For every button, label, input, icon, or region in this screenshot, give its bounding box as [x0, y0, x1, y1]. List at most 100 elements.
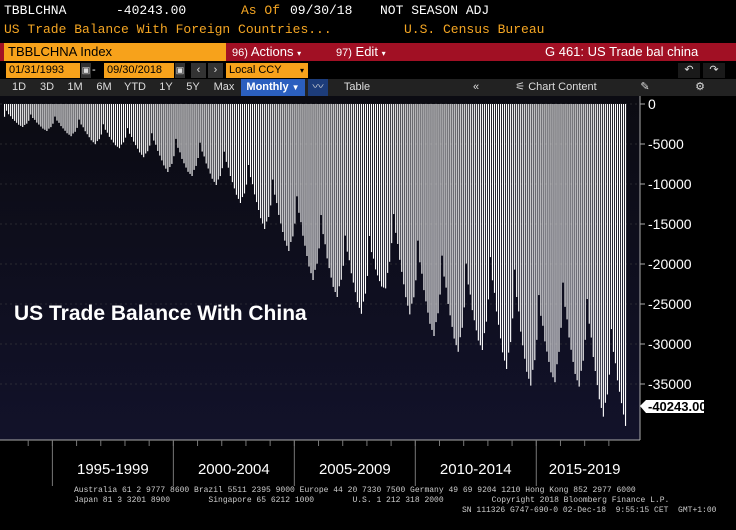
period-tab[interactable]: Max: [213, 81, 235, 93]
bar: [520, 104, 522, 332]
bar: [84, 104, 86, 132]
bar: [62, 104, 64, 129]
bar: [322, 104, 324, 235]
calendar-icon[interactable]: ▣: [175, 63, 185, 78]
bar: [68, 104, 70, 135]
line-chart-icon[interactable]: 〰: [308, 79, 328, 96]
bar: [485, 104, 487, 322]
bar: [308, 104, 310, 267]
bar: [614, 104, 617, 364]
y-tick-label: -25000: [648, 296, 692, 312]
bar: [163, 104, 165, 166]
period-tab[interactable]: 1D: [11, 81, 27, 93]
bar: [213, 104, 215, 182]
bar: [576, 104, 578, 381]
bar: [118, 104, 121, 149]
end-date-field[interactable]: 09/30/2018: [104, 63, 174, 78]
bar: [254, 104, 256, 195]
currency-select[interactable]: Local CCY ▾: [226, 63, 308, 78]
period-tab[interactable]: 3D: [39, 81, 55, 93]
period-tab[interactable]: 5Y: [186, 81, 200, 93]
bar: [477, 104, 479, 341]
calendar-icon[interactable]: ▣: [81, 63, 91, 78]
bar: [12, 104, 14, 119]
next-period-icon[interactable]: ›: [208, 63, 223, 78]
bar: [481, 104, 483, 350]
bar: [457, 104, 459, 352]
bar: [566, 104, 568, 320]
index-field[interactable]: TBBLCHNA Index: [4, 43, 226, 61]
bar: [596, 104, 598, 386]
bar: [435, 104, 437, 323]
bar: [294, 104, 296, 224]
bar: [197, 104, 199, 158]
bar: [282, 104, 284, 232]
bar: [499, 104, 502, 339]
frequency-select[interactable]: Monthly ▼: [241, 79, 305, 96]
bar: [586, 104, 588, 300]
chevron-down-icon: ▾: [297, 49, 302, 58]
bar: [155, 104, 157, 145]
bar: [292, 104, 294, 237]
chart-content-button[interactable]: ⚟ Chart Content: [506, 79, 606, 96]
bar: [427, 104, 429, 313]
bar: [227, 104, 229, 168]
bar: [372, 104, 375, 259]
bar: [264, 104, 266, 229]
chevron-down-icon: ▼: [291, 83, 300, 92]
bar: [526, 104, 528, 372]
bar: [411, 104, 413, 304]
prev-period-icon[interactable]: ‹: [191, 63, 206, 78]
bar: [310, 104, 312, 274]
table-button[interactable]: Table: [343, 81, 371, 93]
bar: [26, 104, 28, 124]
bar: [229, 104, 231, 176]
bar: [407, 104, 409, 306]
undo-icon[interactable]: ↶: [678, 63, 700, 78]
bar: [393, 104, 395, 215]
bar: [215, 104, 217, 185]
period-tab[interactable]: YTD: [124, 81, 146, 93]
period-tab[interactable]: 1Y: [159, 81, 173, 93]
bar: [350, 104, 352, 274]
x-group-label: 2000-2004: [198, 461, 270, 478]
redo-icon[interactable]: ↷: [703, 63, 725, 78]
bar: [36, 104, 38, 123]
bar: [326, 104, 328, 259]
bar: [346, 104, 348, 252]
bar: [524, 104, 526, 359]
bar: [131, 104, 133, 137]
collapse-left-icon[interactable]: «: [472, 81, 480, 93]
description: US Trade Balance With Foreign Countries.…: [4, 22, 332, 37]
gear-icon[interactable]: ⚙: [695, 81, 705, 93]
bar: [141, 104, 143, 155]
bar: [522, 104, 524, 346]
bar: [366, 104, 369, 276]
bar: [622, 104, 625, 415]
start-date-field[interactable]: 01/31/1993: [6, 63, 80, 78]
bar: [78, 104, 80, 120]
actions-menu-button[interactable]: 96) Actions ▾: [232, 43, 320, 61]
edit-menu-button[interactable]: 97) Edit ▾: [336, 43, 416, 61]
period-tab[interactable]: 1M: [67, 81, 83, 93]
bar: [602, 104, 604, 417]
bar: [530, 104, 532, 386]
bar: [453, 104, 455, 339]
bar: [473, 104, 475, 321]
bar: [298, 104, 300, 213]
bar: [334, 104, 336, 292]
period-tab[interactable]: 6M: [96, 81, 112, 93]
bar: [379, 104, 381, 282]
bar: [395, 104, 397, 233]
edit-pencil-icon[interactable]: ✎: [640, 81, 650, 93]
bar: [16, 104, 18, 123]
bar: [497, 104, 500, 325]
bar: [536, 104, 538, 340]
last-value-marker: -40243.00: [640, 399, 707, 414]
bar: [207, 104, 209, 169]
chevron-down-icon: ▾: [381, 49, 386, 58]
bar: [304, 104, 306, 246]
bar: [22, 104, 24, 127]
period-tabs: 1D 3D 1M 6M YTD 1Y 5Y Max Monthly ▼ 〰 Ta…: [0, 79, 736, 96]
bar: [471, 104, 473, 311]
